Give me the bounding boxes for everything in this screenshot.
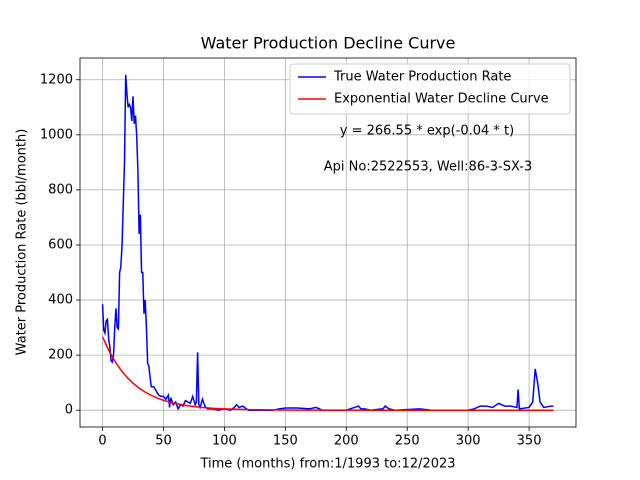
legend-label: True Water Production Rate [333, 70, 511, 85]
x-tick-label: 0 [98, 434, 106, 449]
y-tick-label: 0 [65, 403, 73, 418]
legend-box [289, 63, 571, 115]
x-tick-label: 350 [517, 434, 542, 449]
y-tick-label: 1200 [40, 72, 73, 87]
chart-title: Water Production Decline Curve [201, 34, 456, 53]
data-line [101, 336, 554, 411]
y-tick-label: 1000 [40, 127, 73, 142]
x-tick-label: 200 [334, 434, 359, 449]
legend-label: Exponential Water Decline Curve [334, 92, 549, 107]
y-tick-label: 800 [48, 182, 73, 197]
x-tick-label: 150 [273, 434, 298, 449]
x-tick-label: 100 [212, 434, 237, 449]
x-tick-label: 50 [155, 434, 172, 449]
x-axis-label: Time (months) from:1/1993 to:12/2023 [199, 457, 455, 472]
annotation: Api No:2522553, Well:86-3-SX-3 [324, 160, 532, 175]
x-tick-label: 300 [456, 434, 481, 449]
y-tick-label: 200 [48, 348, 73, 363]
y-axis-label: Water Production Rate (bbl/month) [15, 129, 30, 356]
x-tick-label: 250 [395, 434, 420, 449]
plot-frame [79, 57, 577, 428]
y-tick-label: 600 [48, 237, 73, 252]
y-tick-label: 400 [48, 293, 73, 308]
annotation: y = 266.55 * exp(-0.04 * t) [340, 124, 514, 139]
